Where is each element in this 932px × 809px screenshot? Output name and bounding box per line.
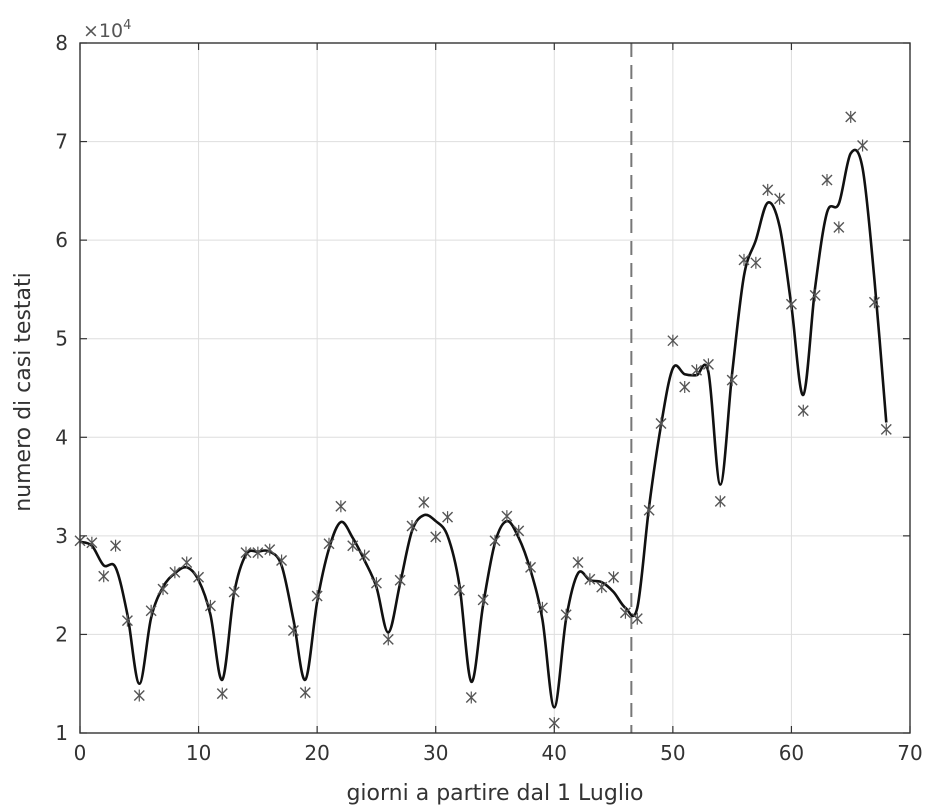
- y-axis-exponent: ×104: [83, 18, 131, 42]
- data-point-marker: [98, 570, 110, 583]
- y-tick-label: 8: [55, 31, 68, 55]
- data-point-marker: [714, 495, 726, 508]
- axis-ticks: 0 10 20 30 40 50 60 70 1 2 3 4 5 6 7 8: [55, 31, 922, 765]
- data-point-marker: [833, 221, 845, 234]
- x-axis-label: giorni a partire dal 1 Luglio: [346, 781, 643, 806]
- y-tick-label: 7: [55, 130, 68, 154]
- data-point-marker: [477, 593, 489, 606]
- data-point-marker: [525, 561, 537, 574]
- data-point-marker: [679, 381, 691, 394]
- data-point-marker: [157, 583, 169, 596]
- data-point-marker: [643, 504, 655, 517]
- data-point-marker: [335, 500, 347, 513]
- data-point-marker: [762, 183, 774, 196]
- x-tick-label: 50: [660, 741, 685, 765]
- data-point-marker: [667, 334, 679, 347]
- x-tick-label: 30: [423, 741, 448, 765]
- data-point-marker: [572, 556, 584, 569]
- y-tick-label: 6: [55, 228, 68, 252]
- data-point-marker: [394, 574, 406, 587]
- data-point-marker: [323, 537, 335, 550]
- data-point-marker: [608, 571, 620, 584]
- data-point-marker: [513, 524, 525, 537]
- data-point-marker: [797, 404, 809, 417]
- y-tick-label: 5: [55, 327, 68, 351]
- data-point-marker: [359, 549, 371, 562]
- data-point-marker: [240, 546, 252, 559]
- y-tick-label: 1: [55, 721, 68, 745]
- data-point-marker: [845, 110, 857, 123]
- x-tick-label: 10: [186, 741, 211, 765]
- data-point-marker: [536, 601, 548, 614]
- data-point-marker: [442, 511, 454, 524]
- data-point-marker: [774, 192, 786, 205]
- data-point-marker: [204, 599, 216, 612]
- y-tick-label: 4: [55, 425, 68, 449]
- data-point-marker: [406, 520, 418, 532]
- data-point-marker: [299, 686, 311, 699]
- data-point-marker: [252, 546, 264, 559]
- data-point-marker: [287, 624, 299, 637]
- data-point-marker: [181, 556, 193, 569]
- data-point-marker: [228, 586, 240, 599]
- data-point-marker: [750, 256, 762, 269]
- data-point-marker: [193, 571, 205, 584]
- data-point-marker: [868, 296, 880, 309]
- data-point-marker: [311, 589, 323, 602]
- data-point-marker: [276, 554, 288, 567]
- data-point-marker: [655, 417, 667, 430]
- data-point-marker: [347, 539, 359, 552]
- plot-frame: [79, 42, 911, 734]
- data-point-marker: [121, 614, 133, 627]
- plot-area: [80, 43, 910, 733]
- x-tick-label: 0: [74, 741, 87, 765]
- data-point-marker: [430, 530, 442, 543]
- data-point-marker: [264, 543, 276, 556]
- data-point-marker: [501, 510, 513, 523]
- data-point-marker: [370, 577, 382, 590]
- y-axis-label: numero di casi testati: [11, 272, 36, 512]
- data-point-marker: [584, 573, 596, 586]
- data-point-marker: [596, 581, 608, 594]
- data-point-marker: [560, 608, 572, 621]
- data-point-marker: [880, 423, 892, 436]
- data-point-marker: [169, 566, 181, 579]
- x-tick-label: 70: [897, 741, 922, 765]
- x-tick-label: 60: [779, 741, 804, 765]
- y-tick-label: 3: [55, 524, 68, 548]
- data-point-marker: [418, 496, 430, 509]
- data-point-marker: [145, 604, 157, 617]
- data-point-marker: [702, 358, 714, 371]
- data-point-marker: [631, 612, 643, 625]
- data-point-marker: [821, 174, 833, 187]
- y-tick-label: 2: [55, 622, 68, 646]
- data-series: [74, 43, 892, 733]
- data-point-marker: [453, 584, 465, 597]
- data-point-marker: [726, 374, 738, 387]
- grid: [79, 42, 911, 734]
- data-point-marker: [133, 689, 145, 702]
- data-point-marker: [110, 539, 122, 552]
- data-point-marker: [857, 139, 869, 152]
- data-point-marker: [489, 534, 501, 547]
- data-point-marker: [619, 606, 631, 619]
- data-point-marker: [465, 691, 477, 704]
- data-point-marker: [691, 364, 703, 377]
- data-point-marker: [86, 536, 98, 549]
- data-point-marker: [216, 687, 228, 700]
- data-point-marker: [382, 633, 394, 646]
- data-point-marker: [809, 289, 821, 302]
- x-tick-label: 20: [304, 741, 329, 765]
- data-point-marker: [785, 298, 797, 311]
- x-tick-label: 40: [542, 741, 567, 765]
- data-point-marker: [738, 253, 750, 266]
